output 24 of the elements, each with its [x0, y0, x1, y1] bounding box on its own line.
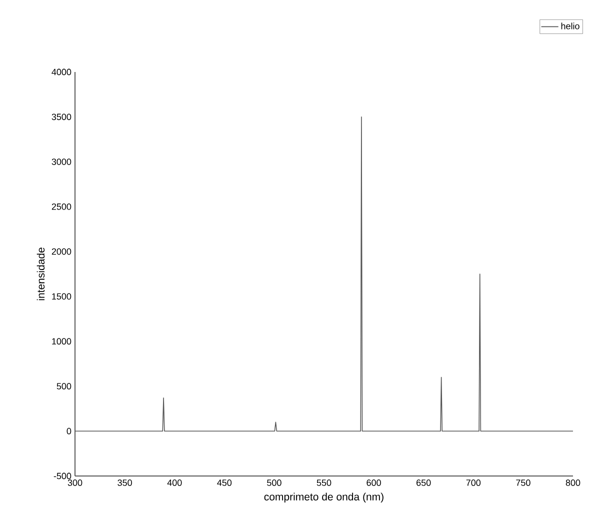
x-tick-label: 350 [118, 480, 132, 486]
x-tick-label: 650 [416, 480, 431, 486]
x-tick-label: 300 [68, 480, 82, 486]
x-tick-label: 800 [566, 480, 580, 486]
y-tick-label: 3000 [52, 158, 72, 165]
legend-label: helio [561, 22, 580, 30]
y-axis-title: intensidade [36, 248, 45, 300]
x-tick-label: 550 [316, 480, 332, 486]
y-tick-label: 0 [66, 428, 72, 434]
y-tick-label: 2000 [52, 248, 72, 255]
x-tick-label: 450 [217, 480, 232, 486]
x-tick-label: 700 [466, 480, 481, 486]
y-tick-label: -500 [54, 472, 72, 480]
y-tick-label: 1000 [52, 338, 72, 345]
y-tick-label: 500 [56, 383, 72, 390]
x-tick-label: 500 [267, 480, 282, 486]
x-tick-label: 750 [516, 480, 530, 486]
x-axis-title: comprimeto de onda (nm) [264, 492, 384, 503]
y-tick-label: 4000 [52, 68, 72, 76]
x-tick-label: 600 [366, 480, 381, 486]
y-tick-label: 2500 [52, 203, 72, 210]
y-tick-label: 3500 [52, 114, 72, 120]
y-tick-label: 1500 [52, 293, 72, 300]
x-tick-label: 400 [167, 480, 182, 486]
